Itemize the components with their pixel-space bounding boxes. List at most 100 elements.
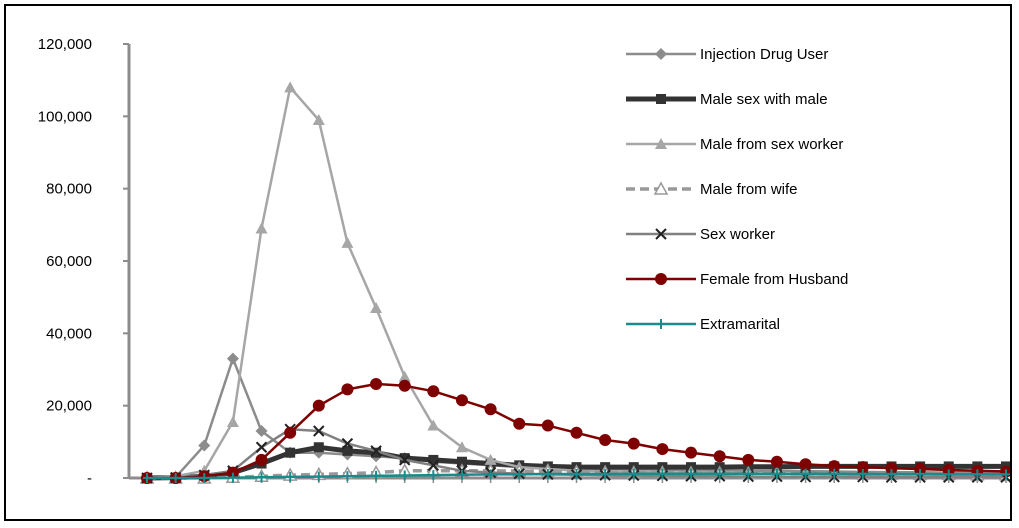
data-point bbox=[455, 441, 468, 453]
data-point bbox=[255, 441, 268, 453]
data-point bbox=[341, 437, 354, 450]
data-point bbox=[570, 426, 583, 439]
x-stroke bbox=[398, 454, 411, 466]
x-stroke bbox=[370, 445, 382, 457]
data-point bbox=[484, 453, 497, 465]
data-point bbox=[944, 469, 953, 480]
series-extramarital bbox=[143, 468, 1010, 483]
y-tick-label: - bbox=[87, 470, 92, 487]
data-point bbox=[856, 461, 869, 474]
data-point bbox=[599, 434, 612, 447]
legend-swatch-marker bbox=[657, 319, 665, 329]
x-stroke bbox=[655, 228, 667, 240]
data-point bbox=[713, 450, 726, 463]
data-point bbox=[341, 383, 354, 396]
legend-label: Male from wife bbox=[700, 181, 798, 198]
legend-item: Extramarital bbox=[626, 316, 780, 333]
data-point bbox=[284, 81, 297, 93]
data-point bbox=[342, 445, 353, 456]
data-point bbox=[370, 377, 383, 390]
legend-label: Extramarital bbox=[700, 316, 780, 333]
data-point bbox=[312, 399, 325, 412]
data-point bbox=[255, 453, 268, 466]
axes: - 20,000 40,000 60,000 80,000 100,000 120,000 bbox=[38, 36, 1010, 487]
data-point bbox=[685, 446, 698, 459]
data-point bbox=[887, 469, 896, 480]
data-point bbox=[398, 379, 411, 392]
y-tick-label: 80,000 bbox=[46, 181, 92, 198]
y-tick-label: 40,000 bbox=[46, 325, 92, 342]
data-point bbox=[484, 403, 497, 416]
data-point bbox=[427, 419, 440, 431]
data-point bbox=[429, 470, 438, 481]
x-stroke bbox=[313, 425, 325, 437]
data-point bbox=[370, 445, 382, 457]
data-point bbox=[428, 454, 439, 465]
series-layer bbox=[139, 81, 1010, 484]
legend-item: Injection Drug User bbox=[626, 46, 828, 63]
data-point bbox=[457, 469, 466, 480]
data-point bbox=[742, 453, 755, 466]
y-tick-label: 20,000 bbox=[46, 398, 92, 415]
data-point bbox=[372, 470, 381, 481]
legend-swatch-marker bbox=[653, 181, 669, 195]
legend-swatch-marker bbox=[656, 94, 666, 104]
data-point bbox=[627, 437, 640, 450]
legend-swatch-marker bbox=[655, 228, 667, 240]
series-line bbox=[146, 86, 1006, 480]
data-point bbox=[399, 453, 410, 464]
legend-item: Male from wife bbox=[626, 181, 798, 198]
data-point bbox=[313, 425, 325, 437]
data-point bbox=[341, 236, 354, 248]
data-point bbox=[1002, 469, 1010, 480]
y-tick-label: 120,000 bbox=[38, 36, 92, 53]
data-point bbox=[914, 462, 927, 475]
legend-item: Female from Husband bbox=[626, 271, 848, 288]
legend-label: Sex worker bbox=[700, 226, 775, 243]
line-chart: -20,00040,00060,00080,000100,000120,000 … bbox=[38, 36, 1010, 487]
data-point bbox=[228, 472, 237, 483]
data-point bbox=[801, 468, 810, 479]
data-point bbox=[656, 443, 669, 456]
data-point bbox=[343, 471, 352, 482]
data-point bbox=[257, 472, 266, 483]
x-stroke bbox=[341, 437, 354, 450]
data-point bbox=[143, 473, 151, 483]
data-point bbox=[513, 417, 526, 430]
data-point bbox=[400, 470, 409, 481]
data-point bbox=[687, 468, 696, 479]
data-point bbox=[370, 302, 383, 314]
data-point bbox=[629, 468, 638, 479]
data-point bbox=[313, 442, 324, 453]
data-point bbox=[799, 458, 812, 471]
data-point bbox=[916, 469, 925, 480]
data-point bbox=[284, 426, 297, 439]
data-point bbox=[456, 456, 467, 467]
legend-swatch-marker bbox=[655, 48, 667, 60]
data-point bbox=[312, 113, 325, 125]
data-point bbox=[744, 468, 753, 479]
data-point bbox=[572, 469, 581, 480]
legend-label: Male sex with male bbox=[700, 91, 828, 108]
legend-label: Male from sex worker bbox=[700, 136, 843, 153]
data-point bbox=[255, 222, 268, 234]
data-point bbox=[828, 460, 841, 473]
data-point bbox=[770, 455, 783, 468]
data-point bbox=[601, 469, 610, 480]
data-point bbox=[171, 473, 180, 483]
data-point bbox=[515, 469, 524, 480]
data-point bbox=[543, 469, 552, 480]
data-point bbox=[658, 468, 667, 479]
legend: Injection Drug User Male sex with male Mal… bbox=[626, 46, 848, 333]
x-stroke bbox=[255, 441, 268, 453]
series-male-from-sex-worker bbox=[141, 81, 1010, 483]
y-tick-label: 100,000 bbox=[38, 108, 92, 125]
y-tick-label: 60,000 bbox=[46, 253, 92, 270]
data-point bbox=[226, 415, 239, 427]
legend-item: Sex worker bbox=[626, 226, 775, 243]
data-point bbox=[198, 439, 211, 452]
legend-label: Female from Husband bbox=[700, 271, 848, 288]
data-point bbox=[830, 468, 839, 479]
data-point bbox=[772, 468, 781, 479]
data-point bbox=[715, 468, 724, 479]
